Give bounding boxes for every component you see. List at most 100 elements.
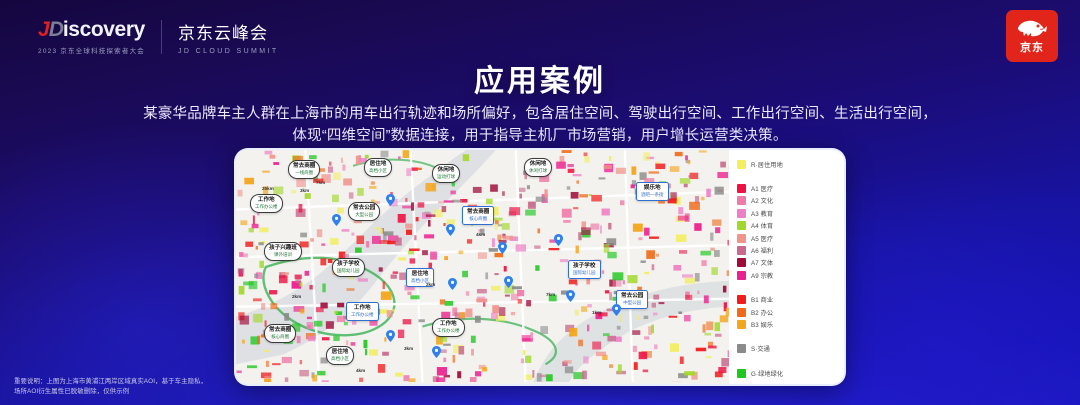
map-distance-label: 7km <box>546 292 556 297</box>
map-callout-subtitle: 一线商圈 <box>295 170 314 176</box>
map-callout-title: 常去商圈 <box>293 163 316 169</box>
jd-joy-dog-icon <box>1016 17 1048 38</box>
cloud-summit-lockup: 京东云峰会 JD CLOUD SUMMIT <box>178 19 279 55</box>
map-location-pin-icon[interactable] <box>498 242 507 254</box>
footnote-line-2: 场所AOI衍生属性已脱敏删除，仅供示例 <box>14 387 130 395</box>
legend-item[interactable]: B3 娱乐 <box>737 318 840 330</box>
legend-swatch <box>737 270 746 280</box>
map-location-pin-icon[interactable] <box>504 276 513 288</box>
page-title: 应用案例 <box>474 65 606 98</box>
map-callout-title: 工作地 <box>439 321 457 327</box>
jd-letter-d: D <box>48 18 64 41</box>
map-location-pin-icon[interactable] <box>332 214 341 226</box>
legend-item[interactable]: A5 医疗 <box>737 232 840 244</box>
map-location-pin-icon[interactable] <box>612 304 621 316</box>
map-callout-title: 常去商圈 <box>467 209 490 215</box>
map-callout-subtitle: 高档小区 <box>331 356 349 362</box>
map-callout[interactable]: 孩子学校 国际幼儿园 <box>332 258 365 277</box>
map-callout-subtitle: 休闲打球 <box>529 168 547 174</box>
legend-spacer <box>737 336 840 343</box>
map-location-pin-icon[interactable] <box>554 234 563 246</box>
legend-group: B1 商业 B2 办公 B3 娱乐 <box>737 294 840 331</box>
legend-item[interactable]: G·绿地绿化 <box>737 367 840 379</box>
map-callout-title: 孩子兴趣班 <box>269 245 297 251</box>
map-card: 常去商圈 一线商圈 居住地 高档小区 工作地 工作办公楼 常去公园 大型公园 休闲地 运动打球 休闲… <box>234 148 846 386</box>
jdd-subtitle: 2023 京东全球科技探索者大会 <box>38 48 145 55</box>
map-callout-subtitle: 核心商圈 <box>469 216 488 222</box>
map-callout-subtitle: 酒吧一条街 <box>641 192 664 198</box>
legend-item-label: A3 教育 <box>751 210 774 218</box>
map-location-pin-icon[interactable] <box>386 194 395 206</box>
legend-spacer <box>737 360 840 367</box>
footnote-line-1: 重要说明：上图为上海市黄浦江两岸区域真实AOI，基于车主隐私， <box>14 377 208 385</box>
legend-swatch <box>737 307 746 317</box>
map-callout[interactable]: 工作地 工作办公楼 <box>250 194 283 213</box>
map-callout-subtitle: 运动打球 <box>437 174 455 180</box>
legend-item[interactable]: A6 福利 <box>737 244 840 256</box>
legend-item-label: A1 医疗 <box>751 186 774 194</box>
map-callout[interactable]: 常去商圈 一线商圈 <box>288 160 321 179</box>
map-callout-subtitle: 工作办公楼 <box>351 312 374 318</box>
legend-item[interactable]: R·居住用地 <box>737 158 840 170</box>
legend-item[interactable]: A2 文化 <box>737 195 840 207</box>
legend-swatch <box>737 246 746 256</box>
legend-item[interactable]: B2 办公 <box>737 306 840 318</box>
aoi-map-canvas <box>236 150 729 383</box>
legend-swatch <box>737 319 746 329</box>
legend-item-label: B3 娱乐 <box>751 321 774 329</box>
map-callout[interactable]: 工作地 工作办公楼 <box>432 318 465 337</box>
legend-swatch <box>737 344 746 354</box>
map-callout-title: 常去商圈 <box>269 327 292 333</box>
legend-group: R·居住用地 <box>737 158 840 170</box>
map-callout[interactable]: 常去公园 中型公园 <box>616 290 649 309</box>
aoi-legend-panel: R·居住用地 A1 医疗 A2 文化 A3 教育 A4 体育 A5 医疗 A6 福利 A7 文… <box>729 150 844 384</box>
legend-swatch <box>737 221 746 231</box>
legend-item-label: B1 商业 <box>751 297 774 305</box>
map-location-pin-icon[interactable] <box>448 278 457 290</box>
map-location-pin-icon[interactable] <box>566 290 575 302</box>
map-callout[interactable]: 居住地 高档小区 <box>364 158 392 177</box>
legend-item-label: A5 医疗 <box>751 235 774 243</box>
legend-item-label: G·绿地绿化 <box>751 370 784 378</box>
map-callout[interactable]: 孩子兴趣班 课外培训 <box>264 242 302 261</box>
legend-swatch <box>737 184 746 194</box>
map-callout[interactable]: 常去商圈 核心商圈 <box>264 324 297 343</box>
jdd-wordmark: iscovery <box>62 18 145 41</box>
legend-item-label: S·交通 <box>751 346 770 354</box>
legend-item[interactable]: A7 文体 <box>737 257 840 269</box>
map-callout[interactable]: 娱乐地 酒吧一条街 <box>636 182 669 201</box>
description-block: 某豪华品牌车主人群在上海市的用车出行轨迹和场所偏好，包含居住空间、驾驶出行空间、… <box>125 103 955 148</box>
map-callout-title: 居住地 <box>411 271 429 277</box>
map-callout[interactable]: 工作地 工作办公楼 <box>346 302 379 321</box>
map-callout[interactable]: 居住地 高档小区 <box>406 268 434 287</box>
legend-item-label: A4 体育 <box>751 223 774 231</box>
description-line-1: 某豪华品牌车主人群在上海市的用车出行轨迹和场所偏好，包含居住空间、驾驶出行空间、… <box>143 106 937 122</box>
legend-item[interactable]: A1 医疗 <box>737 182 840 194</box>
map-callout[interactable]: 休闲地 休闲打球 <box>524 158 552 177</box>
map-callout[interactable]: 孩子学校 国际幼儿园 <box>568 260 601 279</box>
map-location-pin-icon[interactable] <box>386 330 395 342</box>
legend-group: A1 医疗 A2 文化 A3 教育 A4 体育 A5 医疗 A6 福利 A7 文体 A9 宗教 <box>737 182 840 281</box>
jd-logo-label: 京东 <box>1020 42 1044 54</box>
legend-item-label: A2 文化 <box>751 198 774 206</box>
legend-item[interactable]: A4 体育 <box>737 220 840 232</box>
legend-spacer <box>737 287 840 294</box>
map-callout-title: 居住地 <box>331 349 349 355</box>
map-callout[interactable]: 常去商圈 核心商圈 <box>462 206 495 225</box>
brand-divider <box>160 19 162 54</box>
legend-item[interactable]: S·交通 <box>737 343 840 355</box>
map-location-pin-icon[interactable] <box>446 224 455 236</box>
legend-item[interactable]: B1 商业 <box>737 294 840 306</box>
map-callout[interactable]: 常去公园 大型公园 <box>348 202 381 221</box>
map-callout[interactable]: 居住地 高档小区 <box>326 346 354 365</box>
map-area[interactable]: 常去商圈 一线商圈 居住地 高档小区 工作地 工作办公楼 常去公园 大型公园 休闲地 运动打球 休闲… <box>236 150 729 384</box>
legend-item[interactable]: A3 教育 <box>737 207 840 219</box>
map-callout-subtitle: 中型公园 <box>623 300 642 306</box>
legend-item[interactable]: A9 宗教 <box>737 269 840 281</box>
map-callout-subtitle: 高档小区 <box>411 278 429 284</box>
map-location-pin-icon[interactable] <box>432 346 441 358</box>
map-callout[interactable]: 休闲地 运动打球 <box>432 164 460 183</box>
